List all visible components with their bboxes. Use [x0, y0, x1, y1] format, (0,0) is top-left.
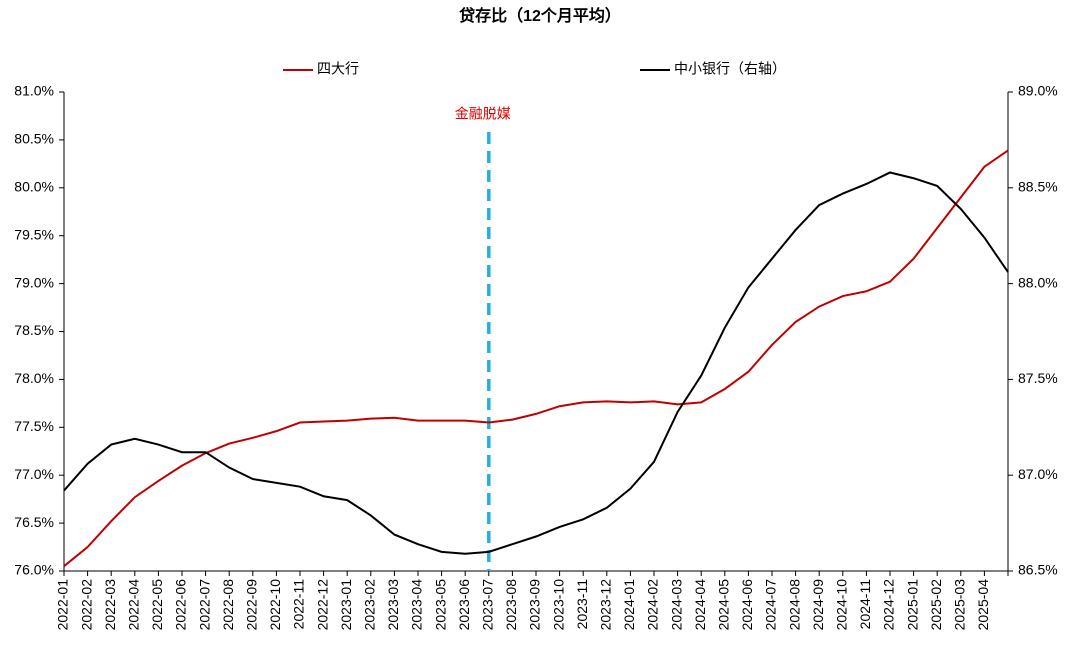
x-tick-label: 2022-01: [55, 579, 71, 631]
y-tick-label: 78.0%: [14, 370, 54, 386]
x-tick-label: 2024-07: [763, 579, 779, 631]
x-tick-label: 2022-04: [126, 579, 142, 631]
x-tick-label: 2023-05: [432, 579, 448, 631]
y2-tick-label: 86.5%: [1018, 562, 1058, 578]
x-tick-label: 2024-03: [668, 579, 684, 631]
x-tick-label: 2024-06: [739, 579, 755, 631]
x-tick-label: 2025-02: [928, 579, 944, 631]
series-line: [63, 171, 1009, 555]
x-tick-label: 2023-01: [338, 579, 354, 631]
x-tick-label: 2024-08: [786, 579, 802, 631]
x-tick-label: 2025-03: [952, 579, 968, 631]
x-tick-label: 2022-09: [244, 579, 260, 631]
x-tick-label: 2024-04: [692, 579, 708, 631]
y2-tick-label: 88.5%: [1018, 179, 1058, 195]
x-tick-label: 2022-10: [267, 579, 283, 631]
y-tick-label: 76.5%: [14, 514, 54, 530]
x-tick-label: 2022-07: [196, 579, 212, 631]
x-tick-label: 2022-06: [173, 579, 189, 631]
x-tick-label: 2025-04: [975, 579, 991, 631]
y-tick-label: 77.0%: [14, 466, 54, 482]
x-tick-label: 2023-03: [385, 579, 401, 631]
x-tick-label: 2024-12: [881, 579, 897, 631]
x-tick-label: 2024-11: [857, 579, 873, 630]
x-tick-label: 2022-11: [291, 579, 307, 630]
x-tick-label: 2023-04: [409, 579, 425, 631]
x-tick-label: 2022-05: [149, 579, 165, 631]
x-tick-label: 2022-08: [220, 579, 236, 631]
x-tick-label: 2022-12: [314, 579, 330, 631]
x-tick-label: 2025-01: [904, 579, 920, 631]
y-tick-label: 79.5%: [14, 226, 54, 242]
x-tick-label: 2024-01: [621, 579, 637, 631]
legend-label: 中小银行（右轴）: [674, 61, 786, 77]
x-tick-label: 2023-11: [574, 579, 590, 630]
x-tick-label: 2024-10: [834, 579, 850, 631]
legend-label: 四大行: [317, 61, 359, 77]
y-tick-label: 76.0%: [14, 562, 54, 578]
y2-tick-label: 87.0%: [1018, 466, 1058, 482]
y-tick-label: 79.0%: [14, 274, 54, 290]
x-tick-label: 2024-02: [645, 579, 661, 631]
y-tick-label: 77.5%: [14, 418, 54, 434]
x-tick-label: 2022-03: [102, 579, 118, 631]
x-tick-label: 2023-02: [362, 579, 378, 631]
y-tick-label: 81.0%: [14, 83, 54, 99]
x-tick-label: 2023-09: [527, 579, 543, 631]
x-tick-label: 2023-10: [550, 579, 566, 631]
x-tick-label: 2023-07: [480, 579, 496, 631]
x-tick-label: 2022-02: [78, 579, 94, 631]
x-tick-label: 2023-08: [503, 579, 519, 631]
y2-tick-label: 89.0%: [1018, 83, 1058, 99]
x-tick-label: 2023-06: [456, 579, 472, 631]
x-tick-label: 2023-12: [598, 579, 614, 631]
series-line: [63, 149, 1009, 567]
x-tick-label: 2024-09: [810, 579, 826, 631]
y-tick-label: 78.5%: [14, 322, 54, 338]
y-tick-label: 80.0%: [14, 179, 54, 195]
y2-tick-label: 87.5%: [1018, 370, 1058, 386]
x-tick-label: 2024-05: [716, 579, 732, 631]
annotation-text: 金融脱媒: [455, 106, 511, 122]
chart-title: 贷存比（12个月平均）: [459, 6, 621, 25]
y-tick-label: 80.5%: [14, 131, 54, 147]
y2-tick-label: 88.0%: [1018, 274, 1058, 290]
